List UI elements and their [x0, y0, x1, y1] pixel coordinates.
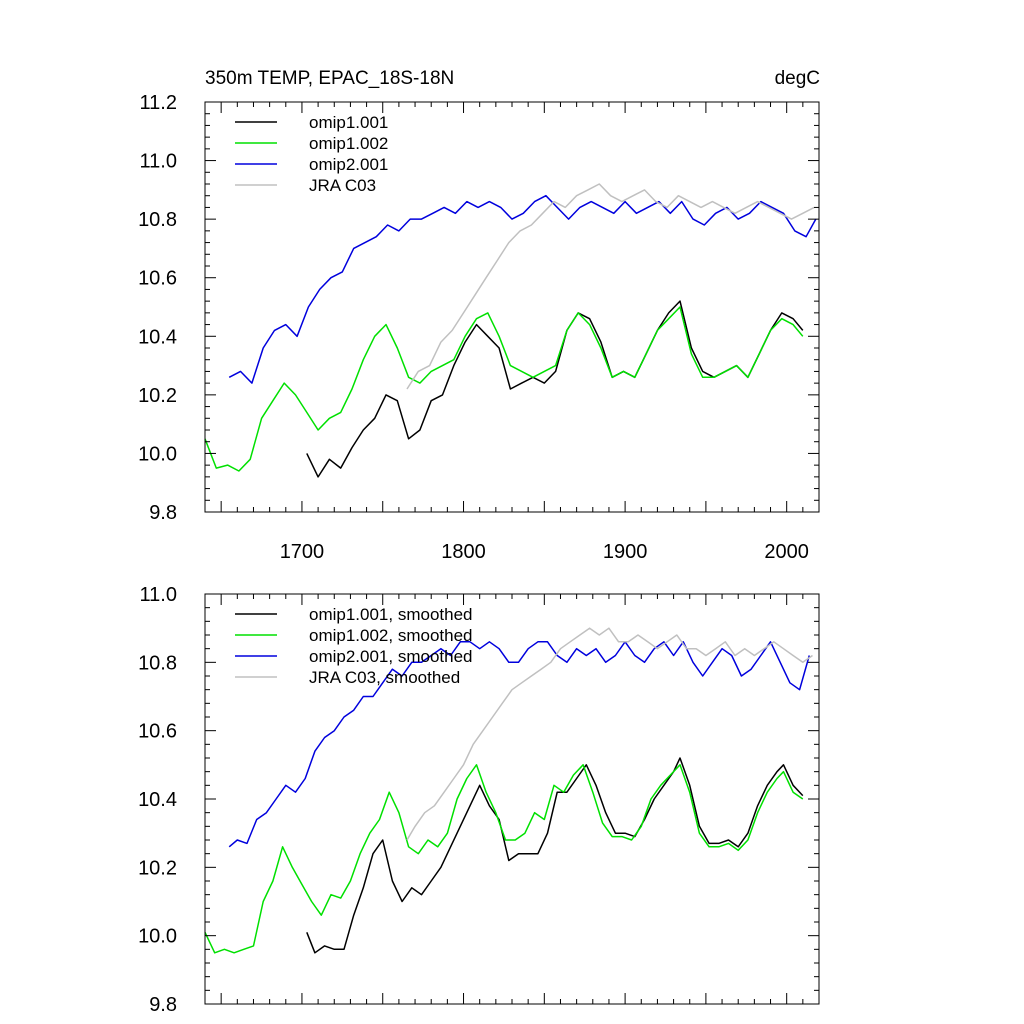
chart-panel-2: 9.8 10.0 10.2 10.4 10.6 10.8 11.0 omip1.001, sm…	[138, 584, 820, 1016]
plot-frame	[204, 593, 820, 1005]
series-line-2-1	[306, 757, 804, 954]
chart-units: degC	[775, 68, 820, 89]
series-line-2-3	[228, 641, 811, 848]
legend-label: JRA C03, smoothed	[309, 668, 460, 687]
legend-label: omip2.001, smoothed	[309, 647, 473, 666]
y-tick-label: 9.8	[149, 502, 177, 524]
legend-label: omip1.002	[309, 134, 388, 153]
x-tick-label: 1800	[441, 541, 486, 563]
chart-panel-1: 9.8 10.0 10.2 10.4 10.6 10.8 11.0 11.2 1700 1800 1…	[138, 92, 820, 563]
x-tick-label: 1900	[603, 541, 648, 563]
y-tick-label: 10.6	[138, 268, 177, 290]
y-tick-label: 10.2	[138, 385, 177, 407]
y-tick-label: 10.4	[138, 326, 177, 348]
y-tick-label: 10.2	[138, 857, 177, 879]
series-line-2-4	[406, 627, 813, 841]
y-tick-label: 11.2	[140, 92, 177, 114]
y-tick-label: 9.8	[149, 994, 177, 1016]
y-tick-label: 10.6	[138, 721, 177, 743]
legend-label: omip2.001	[309, 155, 388, 174]
y-tick-label: 10.0	[138, 443, 177, 465]
series-line-1-1	[306, 300, 804, 478]
series-line-2-2	[204, 764, 804, 954]
y-tick-label: 10.8	[138, 652, 177, 674]
plot-frame	[204, 101, 820, 513]
y-tick-label: 10.4	[138, 789, 177, 811]
y-tick-label: 10.8	[138, 209, 177, 231]
y-tick-label: 10.0	[138, 926, 177, 948]
legend-label: omip1.001, smoothed	[309, 605, 473, 624]
x-tick-label: 2000	[764, 541, 809, 563]
legend-label: JRA C03	[309, 176, 376, 195]
legend-label: omip1.002, smoothed	[309, 626, 473, 645]
chart-title: 350m TEMP, EPAC_18S-18N	[205, 68, 454, 89]
y-tick-label: 11.0	[140, 584, 177, 606]
legend-label: omip1.001	[309, 113, 388, 132]
series-line-1-4	[406, 183, 815, 390]
x-tick-label: 1700	[280, 541, 325, 563]
series-line-1-2	[204, 306, 804, 472]
y-tick-label: 11.0	[140, 151, 177, 173]
series-line-1-3	[228, 194, 817, 384]
